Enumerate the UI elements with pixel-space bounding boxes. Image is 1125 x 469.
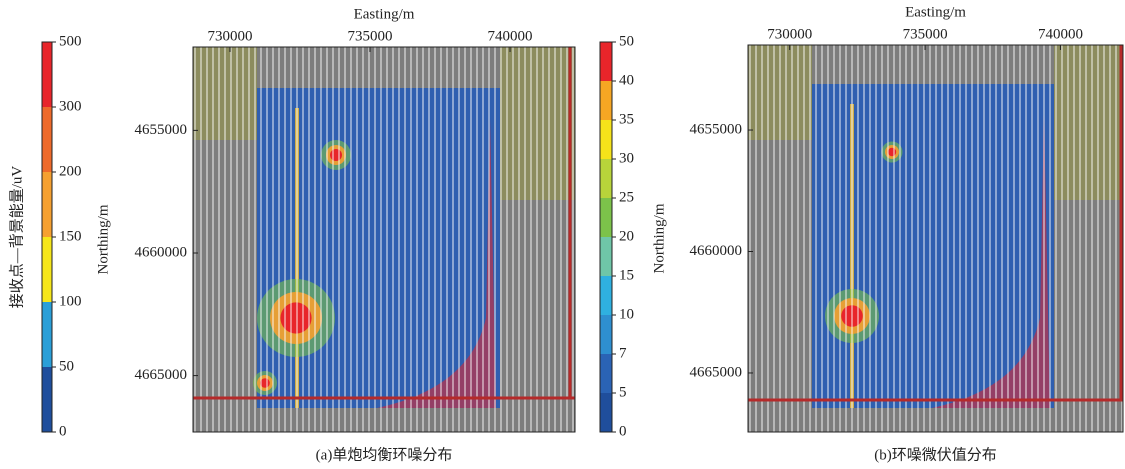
colorbar-tick-label: 300 xyxy=(59,98,82,114)
colorbar-tick-label: 200 xyxy=(59,163,82,179)
colorbar-segment xyxy=(600,237,612,276)
survey-area xyxy=(812,84,1054,408)
colorbar-segment xyxy=(600,276,612,315)
colorbar-tick-label: 15 xyxy=(619,267,634,283)
colorbar-segment xyxy=(42,367,52,432)
colorbar-tick-label: 35 xyxy=(619,111,634,127)
colorbar-segment xyxy=(42,237,52,302)
y-tick-label: 4660000 xyxy=(135,244,188,260)
colorbar-tick-label: 0 xyxy=(619,423,627,439)
colorbar-tick-label: 5 xyxy=(619,384,627,400)
colorbar-tick-label: 10 xyxy=(619,306,634,322)
colorbar-segment xyxy=(600,198,612,237)
y-axis-label: Northing/m xyxy=(95,204,111,274)
colorbar-segment xyxy=(600,159,612,198)
colorbar-tick-label: 100 xyxy=(59,293,82,309)
colorbar-tick-label: 40 xyxy=(619,72,634,88)
colorbar-tick-label: 20 xyxy=(619,228,634,244)
colorbar-tick-label: 150 xyxy=(59,228,82,244)
x-tick-label: 730000 xyxy=(207,28,252,44)
map xyxy=(748,45,1123,432)
y-axis-label: Northing/m xyxy=(651,203,667,273)
colorbar-tick-label: 50 xyxy=(619,33,634,49)
colorbar-segment xyxy=(600,354,612,393)
x-tick-label: 735000 xyxy=(347,28,392,44)
colorbar-tick-label: 25 xyxy=(619,189,634,205)
caption: (b)环噪微伏值分布 xyxy=(874,446,997,463)
colorbar-tick-label: 7 xyxy=(619,345,627,361)
colorbar-label: 接收点—背景能量/uV xyxy=(8,166,25,309)
x-tick-label: 740000 xyxy=(1038,26,1083,42)
noise-core xyxy=(330,149,342,161)
map xyxy=(193,47,575,432)
colorbar-segment xyxy=(600,81,612,120)
colorbar-segment xyxy=(42,42,52,107)
colorbar-segment xyxy=(42,302,52,367)
colorbar-segment xyxy=(600,120,612,159)
colorbar-segment xyxy=(600,315,612,354)
colorbar-segment xyxy=(42,172,52,237)
y-tick-label: 4665000 xyxy=(690,364,743,380)
x-axis-label: Easting/m xyxy=(354,6,415,22)
y-tick-label: 4660000 xyxy=(690,243,743,259)
colorbar-tick-label: 30 xyxy=(619,150,634,166)
survey-area xyxy=(257,88,500,408)
figure: 730000735000740000465500046600004665000E… xyxy=(0,0,1125,469)
y-tick-label: 4655000 xyxy=(135,122,188,138)
x-tick-label: 730000 xyxy=(767,26,812,42)
colorbar-tick-label: 50 xyxy=(59,358,74,374)
y-tick-label: 4665000 xyxy=(135,367,188,383)
colorbar-tick-label: 0 xyxy=(59,423,67,439)
x-axis-label: Easting/m xyxy=(905,4,966,20)
colorbar-segment xyxy=(42,107,52,172)
y-tick-label: 4655000 xyxy=(690,121,743,137)
x-tick-label: 740000 xyxy=(488,28,533,44)
caption: (a)单炮均衡环噪分布 xyxy=(316,446,453,463)
colorbar-tick-label: 500 xyxy=(59,33,82,49)
colorbar-segment xyxy=(600,393,612,432)
map-land xyxy=(1054,45,1123,200)
x-tick-label: 735000 xyxy=(903,26,948,42)
colorbar-segment xyxy=(600,42,612,81)
